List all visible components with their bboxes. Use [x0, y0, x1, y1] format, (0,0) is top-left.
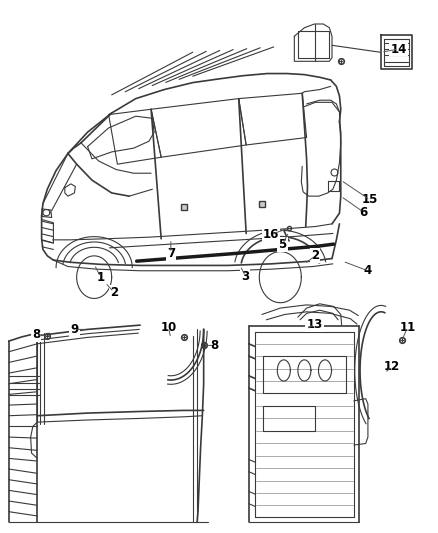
Text: 14: 14 [390, 43, 407, 55]
Text: 15: 15 [362, 193, 378, 206]
Text: 8: 8 [32, 328, 40, 341]
Text: 8: 8 [211, 339, 219, 352]
Text: 2: 2 [311, 249, 319, 262]
Text: 12: 12 [384, 360, 400, 373]
Text: 1: 1 [97, 271, 105, 284]
Text: 2: 2 [110, 286, 118, 298]
Text: 4: 4 [364, 264, 372, 277]
Text: 6: 6 [360, 206, 367, 219]
Text: 13: 13 [306, 318, 323, 330]
Text: 3: 3 [241, 270, 249, 282]
Text: 5: 5 [279, 238, 286, 251]
Text: 16: 16 [262, 228, 279, 241]
Text: 10: 10 [160, 321, 177, 334]
Text: 9: 9 [71, 323, 78, 336]
Text: 7: 7 [167, 247, 175, 260]
Text: 11: 11 [399, 321, 416, 334]
